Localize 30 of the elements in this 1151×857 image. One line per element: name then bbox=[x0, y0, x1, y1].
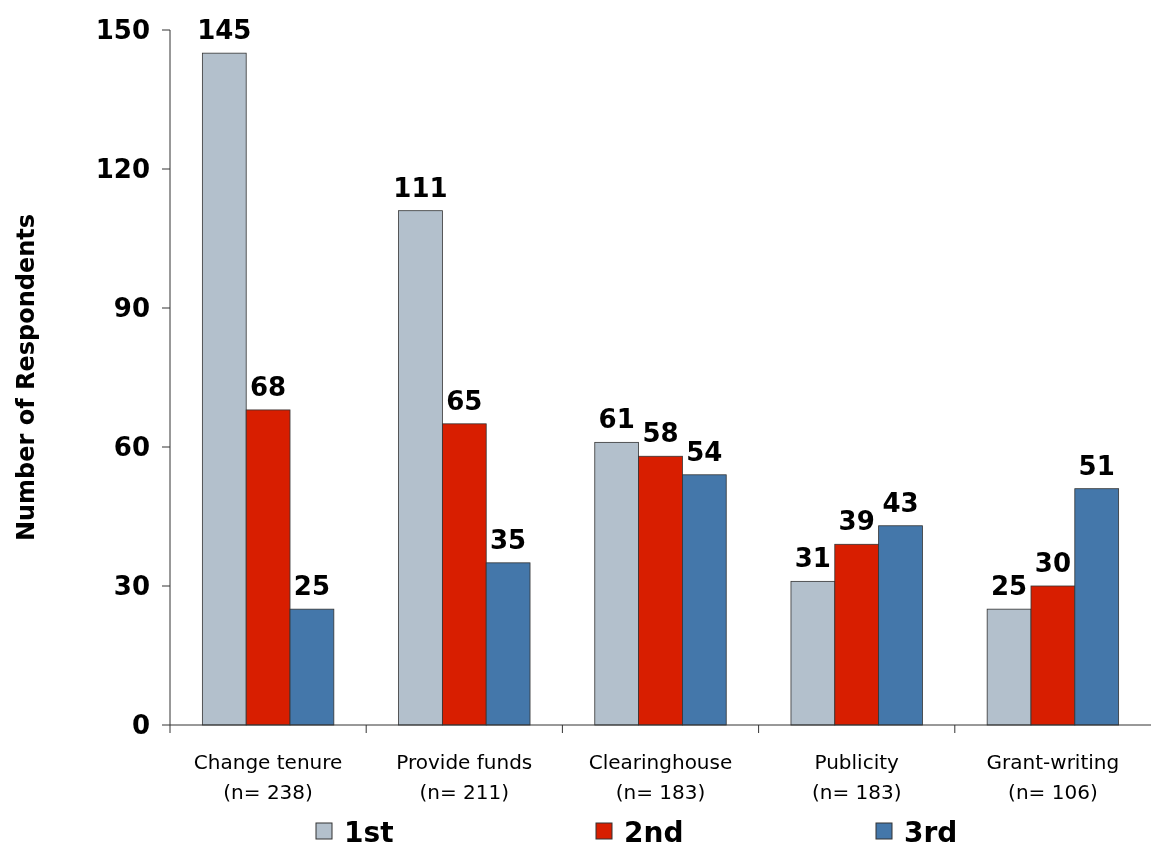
data-label: 30 bbox=[1034, 548, 1071, 578]
x-tick-label: Publicity (n= 183) bbox=[811, 750, 902, 804]
legend-label: 1st bbox=[344, 816, 394, 849]
data-label: 68 bbox=[250, 371, 287, 402]
x-tick-label: Grant-writing (n= 106) bbox=[986, 750, 1120, 804]
data-label: 58 bbox=[642, 418, 679, 449]
legend-label: 2nd bbox=[624, 816, 684, 849]
y-tick-label: 0 bbox=[131, 710, 150, 741]
y-axis-title: Number of Respondents bbox=[12, 213, 40, 542]
data-label: 51 bbox=[1078, 450, 1115, 481]
y-tick-label: 30 bbox=[113, 571, 150, 602]
data-label: 111 bbox=[393, 172, 448, 203]
data-label: 25 bbox=[293, 571, 331, 602]
data-label: 35 bbox=[490, 524, 527, 555]
data-label: 145 bbox=[197, 15, 252, 46]
data-label: 39 bbox=[838, 506, 875, 537]
data-label: 54 bbox=[686, 436, 723, 467]
data-label: 65 bbox=[446, 385, 483, 416]
legend-label: 3rd bbox=[904, 816, 958, 849]
y-tick-label: 150 bbox=[95, 15, 150, 46]
x-tick-label: Clearinghouse (n= 183) bbox=[588, 750, 733, 804]
x-tick-label: Change tenure (n= 238) bbox=[193, 750, 343, 804]
data-label: 31 bbox=[794, 543, 831, 574]
data-label: 43 bbox=[882, 487, 919, 518]
y-tick-label: 120 bbox=[95, 154, 150, 185]
y-tick-label: 60 bbox=[113, 432, 150, 463]
data-label: 61 bbox=[598, 404, 635, 435]
y-tick-label: 90 bbox=[113, 293, 150, 324]
x-tick-label: Provide funds (n= 211) bbox=[396, 750, 533, 804]
data-label: 25 bbox=[990, 571, 1028, 602]
